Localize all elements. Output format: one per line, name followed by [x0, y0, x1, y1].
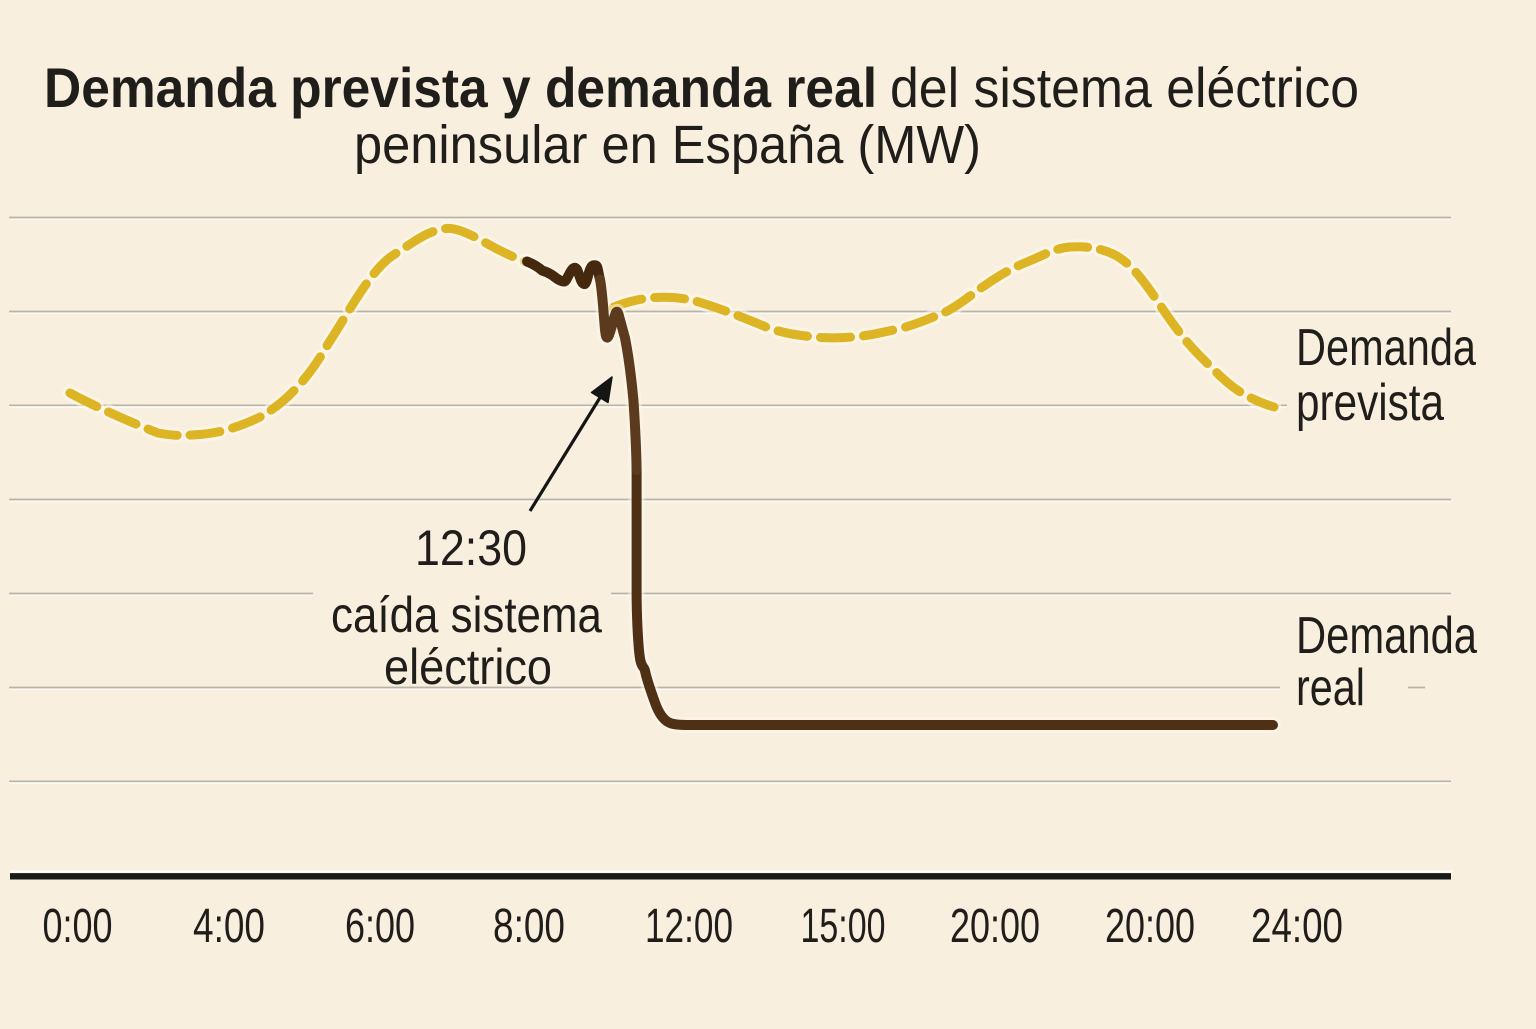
svg-text:20:00: 20:00	[1105, 900, 1195, 953]
svg-text:del sistema eléctrico: del sistema eléctrico	[890, 56, 1359, 119]
svg-text:0:00: 0:00	[43, 900, 113, 953]
svg-text:4:00: 4:00	[193, 900, 265, 953]
svg-text:Demanda: Demanda	[1296, 319, 1476, 377]
svg-text:real: real	[1296, 659, 1365, 717]
svg-text:prevista: prevista	[1296, 374, 1444, 432]
svg-text:20:00: 20:00	[950, 900, 1040, 953]
svg-text:6:00: 6:00	[345, 900, 415, 953]
svg-text:Demanda: Demanda	[1296, 607, 1477, 665]
svg-text:8:00: 8:00	[493, 900, 565, 953]
svg-text:peninsular en España (MW): peninsular en España (MW)	[354, 115, 981, 175]
svg-text:eléctrico: eléctrico	[384, 639, 552, 695]
svg-text:caída sistema: caída sistema	[331, 587, 602, 643]
svg-text:12:30: 12:30	[415, 520, 527, 576]
svg-text:15:00: 15:00	[801, 900, 886, 953]
svg-text:Demanda prevista y demanda rea: Demanda prevista y demanda real	[44, 56, 877, 119]
svg-text:24:00: 24:00	[1251, 900, 1343, 953]
svg-text:12:00: 12:00	[645, 900, 733, 953]
